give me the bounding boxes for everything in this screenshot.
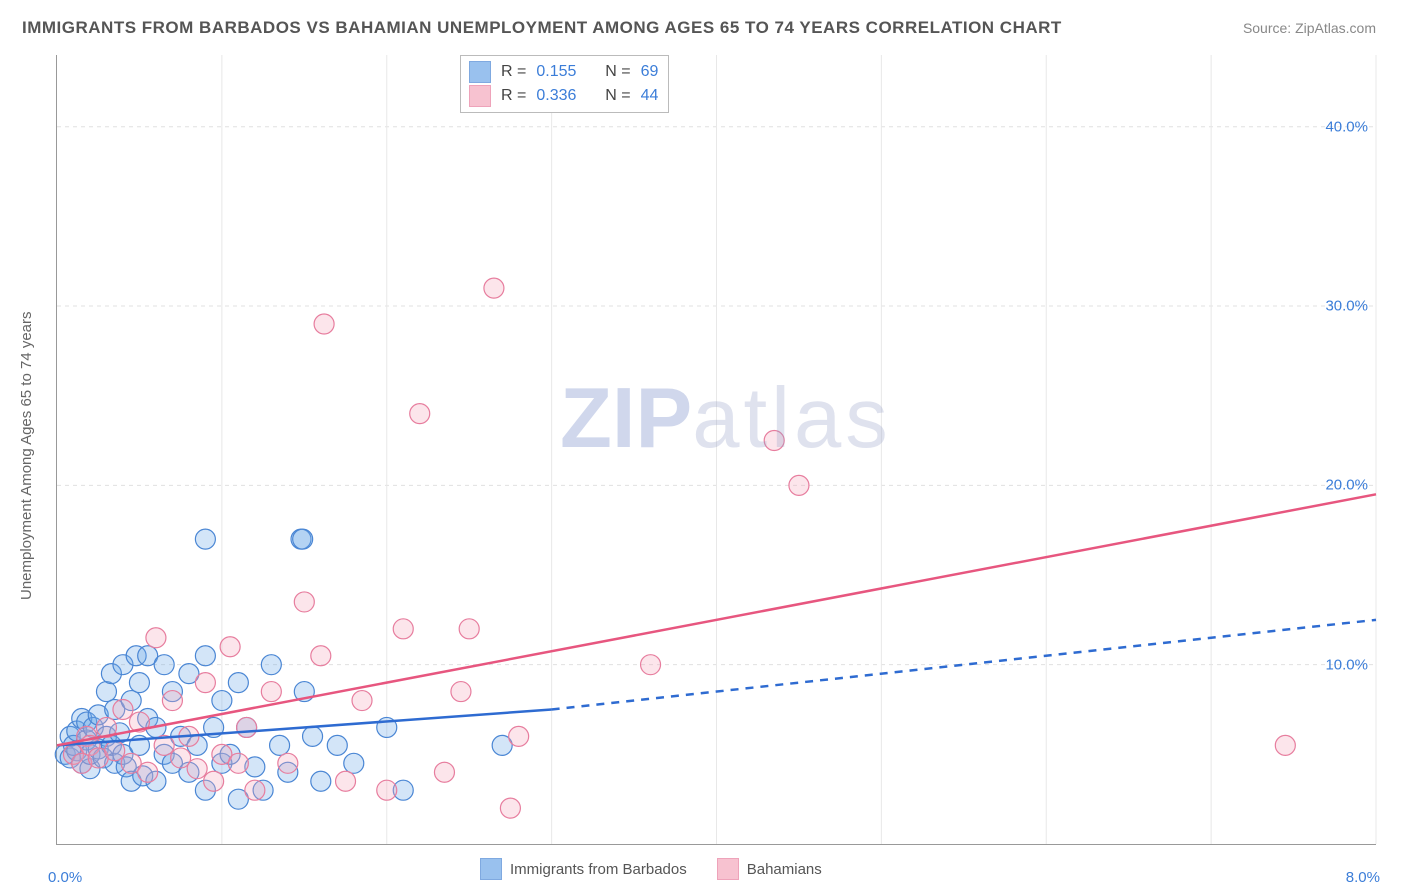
legend-item-1: Immigrants from Barbados [480, 858, 687, 880]
source-attribution: Source: ZipAtlas.com [1243, 20, 1376, 36]
stats-row-series1: R = 0.155 N = 69 [469, 60, 658, 84]
legend-swatch-2 [717, 858, 739, 880]
y-tick-label: 40.0% [1325, 118, 1368, 135]
stats-legend-box: R = 0.155 N = 69 R = 0.336 N = 44 [460, 55, 669, 113]
plot-area: 10.0% 20.0% 30.0% 40.0% [56, 55, 1376, 845]
y-tick-label: 30.0% [1325, 298, 1368, 315]
legend-label-2: Bahamians [747, 861, 822, 878]
legend-item-2: Bahamians [717, 858, 822, 880]
stat-n-label: N = [605, 63, 630, 81]
y-tick-label: 20.0% [1325, 477, 1368, 494]
stat-r-value-2: 0.336 [536, 87, 576, 105]
scatter-svg [57, 55, 1376, 844]
stat-r-label: R = [501, 87, 526, 105]
swatch-series1 [469, 61, 491, 83]
legend-swatch-1 [480, 858, 502, 880]
legend-label-1: Immigrants from Barbados [510, 861, 687, 878]
stat-n-value-2: 44 [641, 87, 659, 105]
chart-title: IMMIGRANTS FROM BARBADOS VS BAHAMIAN UNE… [22, 18, 1062, 38]
stat-r-label: R = [501, 63, 526, 81]
stats-row-series2: R = 0.336 N = 44 [469, 84, 658, 108]
stat-n-value-1: 69 [641, 63, 659, 81]
y-axis-label: Unemployment Among Ages 65 to 74 years [18, 311, 35, 600]
swatch-series2 [469, 85, 491, 107]
y-tick-label: 10.0% [1325, 656, 1368, 673]
x-origin-label: 0.0% [48, 869, 82, 886]
x-end-label: 8.0% [1346, 869, 1380, 886]
stat-r-value-1: 0.155 [536, 63, 576, 81]
stat-n-label: N = [605, 87, 630, 105]
legend-bottom: Immigrants from Barbados Bahamians [480, 858, 822, 880]
